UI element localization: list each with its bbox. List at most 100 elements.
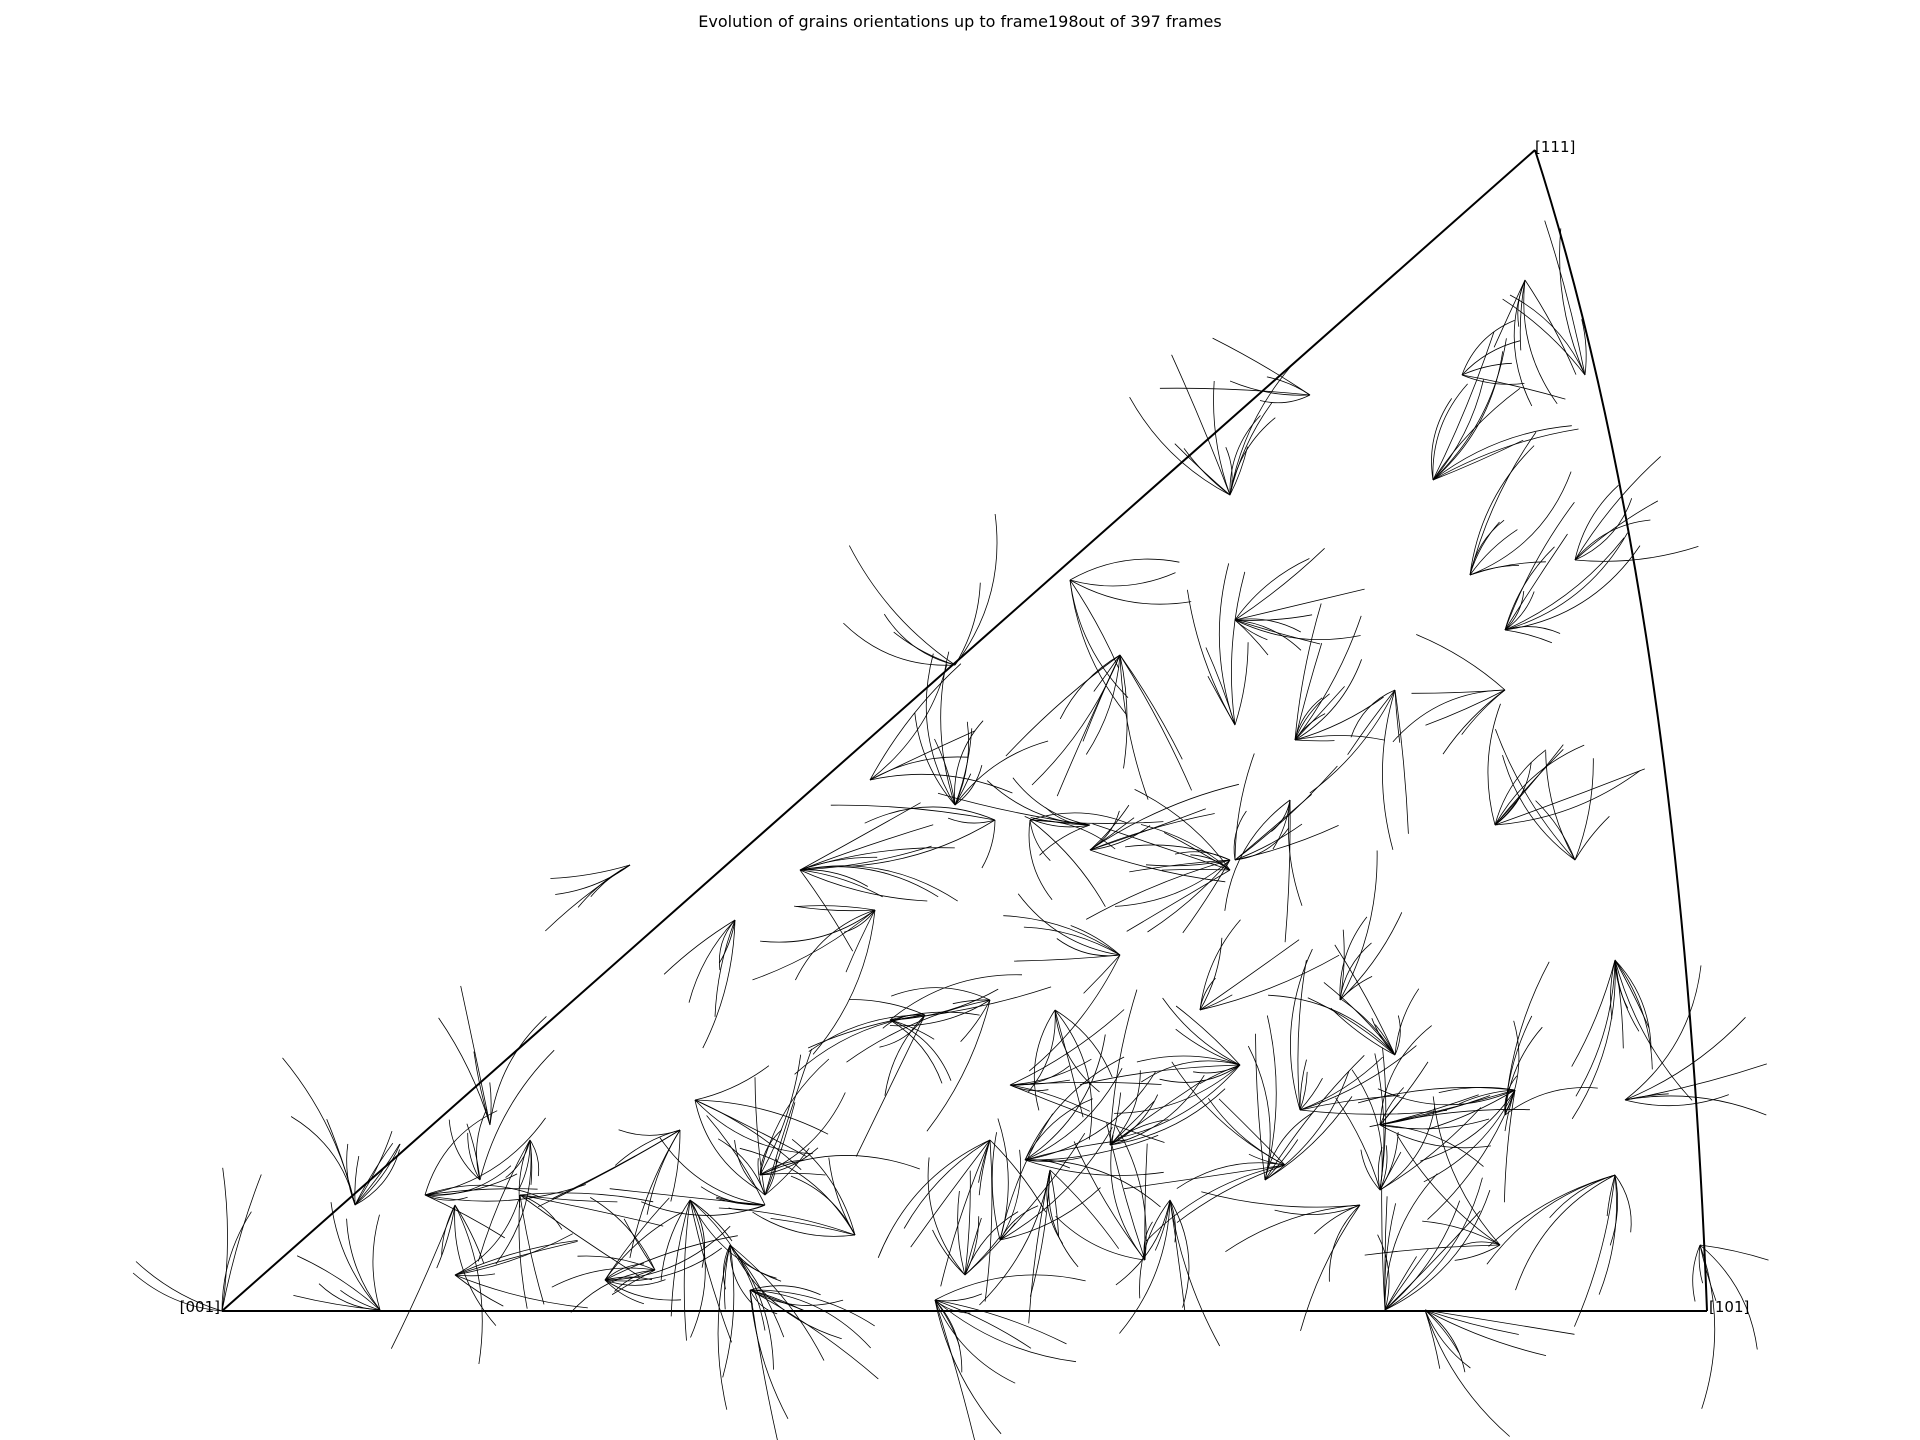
grain-trajectory — [1380, 1026, 1432, 1125]
grain-trajectory — [771, 1218, 855, 1235]
grain-trajectory — [684, 1200, 690, 1341]
grain-trajectory — [1086, 860, 1230, 919]
grain-trajectory — [1030, 820, 1105, 907]
grain-trajectory — [928, 1157, 965, 1275]
grain-trajectory — [927, 1000, 990, 1131]
grain-trajectory — [935, 1294, 982, 1301]
grain-trajectory — [1470, 565, 1519, 575]
grain-trajectory — [1425, 1310, 1459, 1353]
grain-trajectory — [865, 807, 995, 823]
grain-trajectory — [1225, 1205, 1360, 1252]
grain-trajectory — [1385, 1190, 1490, 1310]
grain-trajectory — [1425, 1310, 1546, 1356]
grain-trajectory — [1000, 1133, 1085, 1240]
grain-trajectory — [1055, 1010, 1083, 1117]
grain-trajectory — [1295, 604, 1321, 741]
grain-trajectory — [985, 1140, 992, 1302]
grain-trajectory — [1380, 1125, 1484, 1167]
grain-trajectory — [1201, 1192, 1360, 1207]
grain-trajectory — [624, 1219, 655, 1270]
grain-trajectory — [1425, 1310, 1470, 1368]
grain-trajectory — [1010, 1010, 1124, 1086]
grain-trajectory — [455, 1200, 519, 1275]
grain-trajectory — [1433, 338, 1506, 480]
grain-trajectory — [437, 1205, 455, 1268]
grain-trajectory — [1050, 1170, 1119, 1249]
grain-trajectory — [935, 1275, 1086, 1300]
grain-trajectory — [1160, 388, 1310, 395]
grain-trajectory — [849, 999, 925, 1015]
grain-trajectory — [1006, 655, 1120, 756]
grain-trajectory — [955, 514, 997, 665]
grain-trajectory — [904, 1140, 990, 1229]
grain-trajectory — [1120, 655, 1192, 790]
grain-trajectory — [1030, 820, 1163, 823]
grain-trajectory — [1070, 580, 1119, 668]
grain-trajectory — [1172, 355, 1230, 495]
grain-trajectory — [1700, 1245, 1769, 1260]
grain-trajectory — [1470, 446, 1534, 575]
edge-101-111-arc — [1535, 150, 1707, 1311]
grain-trajectory — [1361, 1150, 1380, 1190]
grain-trajectory — [1416, 635, 1505, 691]
grain-trajectory — [520, 1195, 617, 1202]
grain-trajectory — [1295, 740, 1335, 741]
grain-trajectory — [355, 1156, 359, 1205]
grain-trajectory — [1487, 1175, 1615, 1264]
grain-trajectory — [1340, 912, 1402, 1000]
grain-trajectory — [1329, 1205, 1360, 1282]
grain-trajectory — [695, 1100, 828, 1134]
grain-trajectory — [965, 1171, 970, 1275]
grain-trajectory — [1300, 1060, 1307, 1110]
grain-trajectory — [870, 664, 961, 780]
grain-trajectory — [455, 1241, 578, 1275]
grain-trajectory — [730, 1245, 777, 1278]
grain-trajectory — [660, 1138, 765, 1205]
grain-trajectory — [1110, 1101, 1154, 1145]
grain-trajectory — [1516, 1175, 1616, 1290]
grain-trajectory — [1260, 395, 1310, 403]
grain-trajectory — [1003, 916, 1120, 955]
grain-trajectory — [955, 741, 1048, 805]
grain-trajectory — [291, 1117, 355, 1206]
grain-trajectory — [1187, 590, 1235, 725]
grain-trajectory — [853, 820, 996, 866]
grain-trajectory — [520, 1140, 530, 1188]
grain-trajectory — [689, 920, 735, 1003]
grain-trajectory — [283, 1058, 356, 1205]
grain-trajectory — [958, 1191, 965, 1275]
grain-trajectory — [1455, 1245, 1500, 1260]
grain-trajectory — [760, 1155, 920, 1175]
grain-trajectory — [1575, 485, 1618, 560]
grain-trajectory — [1395, 690, 1408, 834]
grain-trajectory — [1148, 860, 1231, 932]
label-001: [001] — [180, 1298, 220, 1316]
grain-trajectory — [1301, 1205, 1361, 1331]
grain-trajectory — [695, 1066, 769, 1100]
grain-trajectory — [1505, 630, 1552, 643]
grain-trajectory — [1545, 221, 1585, 375]
grain-trajectory — [610, 1189, 765, 1205]
grain-trajectory — [1295, 697, 1384, 740]
grain-trajectory — [1505, 546, 1640, 630]
grain-trajectory — [856, 1015, 925, 1157]
grain-trajectory — [690, 1200, 705, 1338]
grain-trajectory — [1090, 784, 1239, 850]
grain-trajectory — [455, 1234, 573, 1275]
grain-trajectory — [800, 846, 932, 870]
grain-trajectory — [1025, 1160, 1161, 1207]
grain-trajectory — [671, 1130, 680, 1202]
grain-trajectory — [1380, 1108, 1481, 1191]
grain-trajectory — [800, 825, 933, 870]
grain-trajectory — [915, 713, 955, 805]
grain-trajectory — [1111, 1135, 1145, 1260]
grain-trajectory — [1433, 384, 1468, 480]
grain-trajectory — [1348, 690, 1395, 755]
grain-trajectory — [1572, 960, 1615, 1119]
label-101: [101] — [1709, 1298, 1749, 1316]
grain-trajectories — [133, 221, 1768, 1440]
grain-trajectory — [605, 1212, 682, 1280]
grain-trajectory — [800, 870, 883, 897]
grain-trajectory — [750, 1290, 878, 1379]
grain-trajectory — [1162, 870, 1230, 871]
